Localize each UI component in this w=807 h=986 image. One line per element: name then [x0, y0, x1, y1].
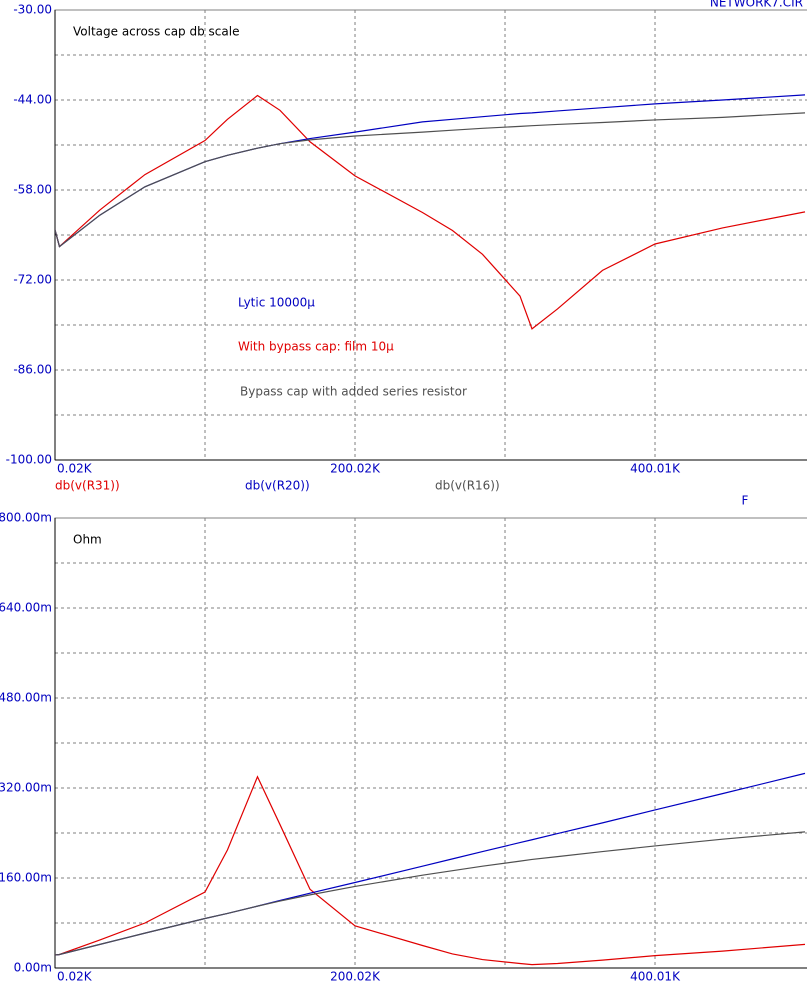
- series-line: [55, 94, 806, 248]
- x-tick-label: 0.02K: [57, 462, 93, 476]
- annotation: Bypass cap with added series resistor: [240, 385, 467, 399]
- y-tick-label: 0.00m: [14, 961, 52, 975]
- plot-lines: [55, 94, 806, 330]
- series-line: [55, 831, 806, 956]
- series-line: [55, 94, 806, 330]
- x-tick-label: 400.01K: [630, 462, 681, 476]
- legend-entry: db(v(R16)): [435, 479, 500, 493]
- x-axis-label: F: [742, 494, 749, 508]
- x-tick-label: 200.02K: [330, 462, 381, 476]
- y-tick-label: 640.00m: [0, 601, 52, 615]
- y-tick-label: 320.00m: [0, 781, 52, 795]
- legend-entry: db(v(R20)): [245, 479, 310, 493]
- y-tick-label: -44.00: [13, 93, 52, 107]
- x-tick-label: 0.02K: [57, 970, 93, 984]
- series-line: [55, 775, 806, 966]
- annotation: With bypass cap: film 10µ: [238, 340, 394, 354]
- chart-title: Voltage across cap db scale: [73, 25, 239, 39]
- x-tick-label: 400.01K: [630, 970, 681, 984]
- plot-frame: [54, 517, 807, 969]
- file-name: NETWORK7.CIR: [710, 0, 803, 10]
- legend-entry: db(v(R31)): [55, 479, 120, 493]
- y-tick-label: 480.00m: [0, 691, 52, 705]
- y-tick-label: -100.00: [6, 453, 52, 467]
- series-line: [55, 112, 806, 248]
- chart-title: Ohm: [73, 533, 102, 547]
- x-tick-label: 200.02K: [330, 970, 381, 984]
- y-tick-label: -30.00: [13, 3, 52, 17]
- y-tick-label: 800.00m: [0, 511, 52, 525]
- y-tick-label: -72.00: [13, 273, 52, 287]
- plot-lines: [55, 772, 806, 966]
- y-tick-label: -86.00: [13, 363, 52, 377]
- annotation: Lytic 10000µ: [238, 296, 315, 310]
- y-tick-label: 160.00m: [0, 871, 52, 885]
- y-tick-label: -58.00: [13, 183, 52, 197]
